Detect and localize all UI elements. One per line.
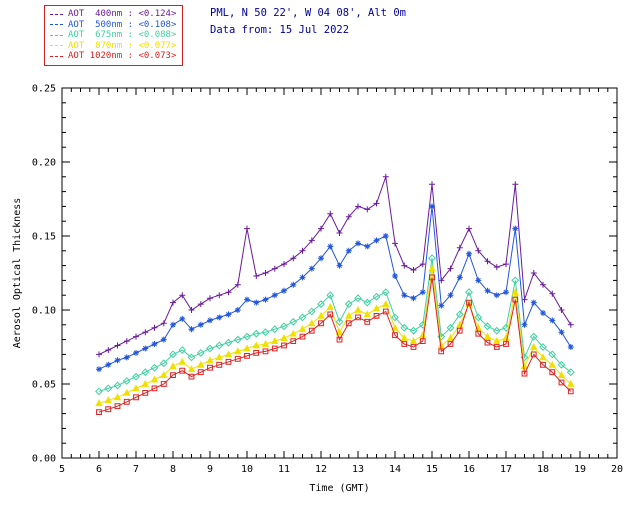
svg-text:14: 14 — [389, 464, 401, 475]
legend-line-sample — [50, 45, 63, 47]
data-date-text: Data from: 15 Jul 2022 — [210, 24, 350, 36]
legend-box: AOT 400nm : <0.124> AOT 500nm : <0.108> AO… — [44, 5, 184, 66]
legend-row-4: AOT 1020nm : <0.073> — [50, 51, 176, 62]
legend-row-2: AOT 675nm : <0.088> — [50, 30, 176, 41]
legend-row-3: AOT 870nm : <0.077> — [50, 41, 176, 52]
svg-text:7: 7 — [133, 464, 139, 475]
svg-text:5: 5 — [59, 464, 65, 475]
legend-line-sample — [50, 34, 63, 36]
legend-label: AOT 675nm : <0.088> — [68, 30, 177, 40]
legend-line-sample — [50, 13, 63, 15]
svg-text:0.05: 0.05 — [32, 380, 56, 391]
svg-text:20: 20 — [611, 464, 623, 475]
svg-text:6: 6 — [96, 464, 102, 475]
legend-line-sample — [50, 24, 63, 26]
svg-text:11: 11 — [278, 464, 290, 475]
station-location-text: PML, N 50 22', W 04 08', Alt 0m — [210, 7, 406, 19]
legend-label: AOT 870nm : <0.077> — [68, 40, 177, 51]
svg-text:15: 15 — [426, 464, 438, 475]
legend-row-1: AOT 500nm : <0.108> — [50, 20, 176, 31]
legend-row-0: AOT 400nm : <0.124> — [50, 9, 176, 20]
svg-text:16: 16 — [463, 464, 475, 475]
svg-text:17: 17 — [500, 464, 512, 475]
svg-text:8: 8 — [170, 464, 176, 475]
svg-text:12: 12 — [315, 464, 327, 475]
svg-text:Aerosol Optical Thickness: Aerosol Optical Thickness — [12, 198, 23, 349]
legend-line-sample — [50, 55, 63, 57]
svg-text:0.20: 0.20 — [32, 158, 56, 169]
svg-text:0.15: 0.15 — [32, 232, 56, 243]
svg-text:0.00: 0.00 — [32, 454, 56, 465]
svg-text:18: 18 — [537, 464, 549, 475]
svg-text:Time (GMT): Time (GMT) — [309, 483, 369, 494]
svg-text:0.10: 0.10 — [32, 306, 56, 317]
svg-text:9: 9 — [207, 464, 213, 475]
svg-text:10: 10 — [241, 464, 253, 475]
legend-label: AOT 1020nm : <0.073> — [68, 51, 177, 61]
legend-label: AOT 500nm : <0.108> — [68, 19, 177, 30]
svg-text:13: 13 — [352, 464, 364, 475]
svg-text:19: 19 — [574, 464, 586, 475]
legend-label: AOT 400nm : <0.124> — [68, 9, 177, 19]
svg-text:0.25: 0.25 — [32, 84, 56, 95]
